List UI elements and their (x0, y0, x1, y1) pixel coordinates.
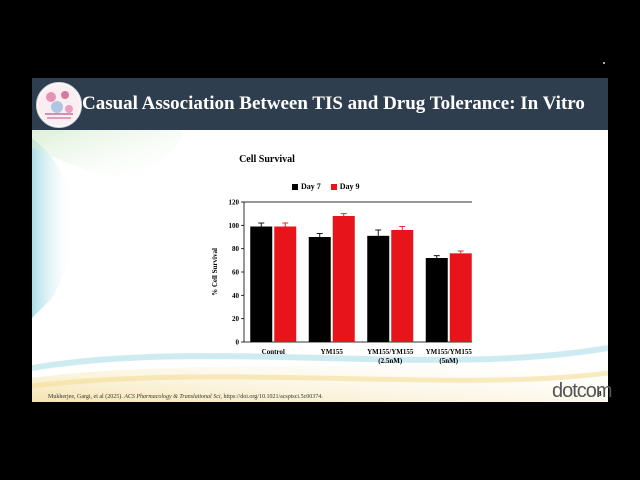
bar-day-9 (391, 230, 414, 342)
bar-day-9 (332, 216, 355, 342)
presentation-slide: Casual Association Between TIS and Drug … (32, 78, 608, 402)
legend-item-day7: Day 7 (292, 182, 321, 191)
citation: Mukherjee, Gargi, et al (2025). ACS Phar… (48, 394, 323, 400)
y-tick-label: 60 (232, 269, 240, 277)
screen-dot (603, 62, 605, 64)
x-tick-label: YM155/YM155 (426, 348, 472, 356)
bar-day-7 (250, 226, 273, 342)
organization-logo (36, 82, 82, 128)
citation-authors: Mukherjee, Gargi, et al (2025). (48, 394, 125, 400)
y-tick-label: 100 (229, 222, 240, 230)
slide-title: Casual Association Between TIS and Drug … (82, 93, 585, 114)
legend-swatch-day9 (330, 184, 337, 191)
citation-journal: ACS Pharmacology & Translational Sci (124, 394, 221, 400)
page-number: 8 (598, 390, 602, 398)
y-axis-label: % Cell Survival (211, 248, 219, 296)
title-bar: Casual Association Between TIS and Drug … (32, 78, 608, 130)
watermark: dotcom (552, 380, 613, 402)
bar-day-7 (425, 258, 448, 342)
x-tick-label: YM155/YM155 (367, 348, 414, 356)
y-tick-label: 40 (232, 292, 240, 300)
chart-title: Cell Survival (239, 154, 295, 165)
bar-day-7 (367, 235, 390, 342)
x-tick-label: Control (262, 348, 285, 356)
citation-link: , https://doi.org/10.1021/acsptsci.5c003… (220, 394, 323, 400)
x-tick-label: YM155 (321, 348, 344, 356)
y-tick-label: 80 (232, 245, 240, 253)
chart-legend: Day 7 Day 9 (292, 182, 368, 191)
y-tick-label: 20 (232, 315, 240, 323)
bar-day-7 (308, 237, 331, 342)
legend-swatch-day7 (292, 184, 298, 191)
y-tick-label: 120 (229, 199, 240, 207)
cell-survival-chart: Cell Survival Day 7 Day 9 0 20 40 60 80 100 12… (172, 150, 472, 376)
bar-day-9 (274, 226, 297, 342)
y-tick-label: 0 (236, 339, 240, 347)
legend-item-day9: Day 9 (330, 182, 360, 191)
x-tick-label: (2.5nM) (378, 357, 403, 365)
slide-background (32, 130, 608, 402)
legend-label-day7: Day 7 (301, 182, 321, 191)
bar-day-9 (449, 253, 472, 342)
x-tick-label: (5nM) (439, 357, 458, 365)
legend-label-day9: Day 9 (339, 182, 360, 191)
chart-plot: 0 20 40 60 80 100 120 % Cell Survival Control YM1… (211, 199, 472, 365)
